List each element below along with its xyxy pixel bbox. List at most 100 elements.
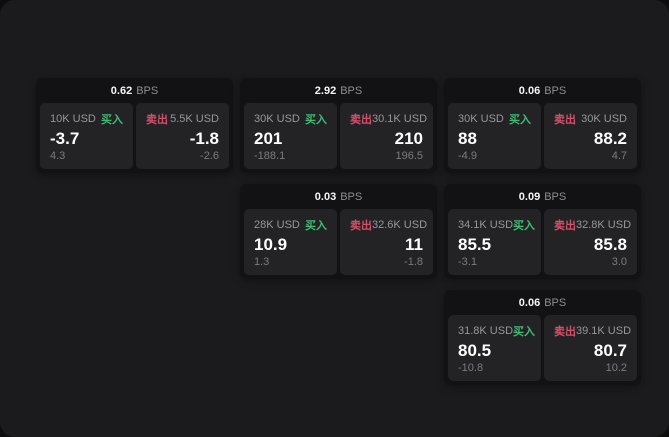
sell-tag: 卖出: [350, 220, 372, 232]
bps-unit-label: BPS: [544, 190, 567, 203]
spread-bps-value: 0.03: [314, 190, 337, 203]
sell-top-row: 卖出 30.1K USD: [350, 111, 427, 127]
quote-card: 0.06 BPS 31.8K USD 买入 80.5 -10.8 卖出 39.1…: [444, 290, 641, 385]
sell-panel[interactable]: 卖出 32.6K USD 11 -1.8: [340, 209, 433, 275]
card-header: 2.92 BPS: [240, 78, 437, 103]
buy-panel[interactable]: 28K USD 买入 10.9 1.3: [244, 209, 337, 275]
buy-panel[interactable]: 30K USD 买入 88 -4.9: [448, 103, 541, 169]
sell-panel[interactable]: 卖出 5.5K USD -1.8 -2.6: [136, 103, 229, 169]
quote-card-grid: 0.62 BPS 10K USD 买入 -3.7 4.3 卖出 5.5K USD…: [36, 78, 641, 385]
spread-bps-value: 0.09: [518, 190, 541, 203]
quote-card: 0.03 BPS 28K USD 买入 10.9 1.3 卖出 32.6K US…: [240, 184, 437, 279]
buy-size-label: 30K USD: [254, 113, 300, 125]
buy-size-label: 28K USD: [254, 219, 300, 231]
card-header: 0.03 BPS: [240, 184, 437, 209]
buy-top-row: 31.8K USD 买入: [458, 323, 535, 339]
card-body: 31.8K USD 买入 80.5 -10.8 卖出 39.1K USD 80.…: [444, 315, 641, 385]
buy-delta: -10.8: [458, 362, 484, 374]
sell-size-label: 32.6K USD: [372, 219, 428, 231]
sell-top-row: 卖出 30K USD: [554, 111, 627, 127]
sell-delta: 4.7: [611, 150, 627, 162]
bps-unit-label: BPS: [340, 190, 363, 203]
card-header: 0.06 BPS: [444, 78, 641, 103]
buy-price: -3.7: [50, 129, 80, 148]
card-header: 0.62 BPS: [36, 78, 233, 103]
card-body: 28K USD 买入 10.9 1.3 卖出 32.6K USD 11 -1.8: [240, 209, 437, 279]
sell-top-row: 卖出 32.8K USD: [554, 217, 631, 233]
sell-price: 85.8: [593, 235, 627, 254]
sell-price: 80.7: [593, 341, 627, 360]
buy-size-label: 30K USD: [458, 113, 504, 125]
card-body: 10K USD 买入 -3.7 4.3 卖出 5.5K USD -1.8 -2.…: [36, 103, 233, 173]
sell-panel[interactable]: 卖出 39.1K USD 80.7 10.2: [544, 315, 637, 381]
bps-unit-label: BPS: [544, 84, 567, 97]
buy-top-row: 10K USD 买入: [50, 111, 123, 127]
sell-size-label: 30.1K USD: [372, 113, 428, 125]
buy-panel[interactable]: 31.8K USD 买入 80.5 -10.8: [448, 315, 541, 381]
quote-card: 0.62 BPS 10K USD 买入 -3.7 4.3 卖出 5.5K USD…: [36, 78, 233, 173]
sell-price: 88.2: [593, 129, 627, 148]
spread-bps-value: 0.06: [518, 296, 541, 309]
sell-size-label: 39.1K USD: [576, 325, 632, 337]
buy-size-label: 31.8K USD: [458, 325, 514, 337]
buy-delta: -4.9: [458, 150, 477, 162]
quote-card: 0.06 BPS 30K USD 买入 88 -4.9 卖出 30K USD 8…: [444, 78, 641, 173]
buy-tag: 买入: [305, 114, 327, 126]
sell-panel[interactable]: 卖出 32.8K USD 85.8 3.0: [544, 209, 637, 275]
card-body: 30K USD 买入 88 -4.9 卖出 30K USD 88.2 4.7: [444, 103, 641, 173]
sell-delta: -1.8: [404, 256, 423, 268]
buy-delta: 4.3: [50, 150, 66, 162]
sell-size-label: 30K USD: [581, 113, 627, 125]
sell-panel[interactable]: 卖出 30K USD 88.2 4.7: [544, 103, 637, 169]
buy-price: 85.5: [458, 235, 492, 254]
quote-card: 0.09 BPS 34.1K USD 买入 85.5 -3.1 卖出 32.8K…: [444, 184, 641, 279]
buy-panel[interactable]: 30K USD 买入 201 -188.1: [244, 103, 337, 169]
card-header: 0.06 BPS: [444, 290, 641, 315]
buy-tag: 买入: [101, 114, 123, 126]
sell-tag: 卖出: [554, 220, 576, 232]
sell-delta: 10.2: [605, 362, 627, 374]
card-body: 30K USD 买入 201 -188.1 卖出 30.1K USD 210 1…: [240, 103, 437, 173]
sell-price: -1.8: [189, 129, 219, 148]
sell-tag: 卖出: [146, 114, 168, 126]
bps-unit-label: BPS: [136, 84, 159, 97]
spread-bps-value: 2.92: [314, 84, 337, 97]
sell-tag: 卖出: [554, 114, 576, 126]
sell-price: 210: [394, 129, 423, 148]
sell-delta: 3.0: [611, 256, 627, 268]
sell-delta: -2.6: [200, 150, 219, 162]
buy-tag: 买入: [509, 114, 531, 126]
buy-price: 88: [458, 129, 477, 148]
card-header: 0.09 BPS: [444, 184, 641, 209]
sell-size-label: 5.5K USD: [170, 113, 219, 125]
buy-price: 10.9: [254, 235, 288, 254]
sell-price: 11: [405, 235, 423, 254]
quote-card: 2.92 BPS 30K USD 买入 201 -188.1 卖出 30.1K …: [240, 78, 437, 173]
buy-delta: 1.3: [254, 256, 270, 268]
buy-price: 80.5: [458, 341, 492, 360]
buy-size-label: 10K USD: [50, 113, 96, 125]
buy-delta: -188.1: [254, 150, 286, 162]
card-body: 34.1K USD 买入 85.5 -3.1 卖出 32.8K USD 85.8…: [444, 209, 641, 279]
spread-bps-value: 0.62: [110, 84, 133, 97]
spread-bps-value: 0.06: [518, 84, 541, 97]
buy-panel[interactable]: 34.1K USD 买入 85.5 -3.1: [448, 209, 541, 275]
sell-top-row: 卖出 5.5K USD: [146, 111, 219, 127]
buy-size-label: 34.1K USD: [458, 219, 514, 231]
buy-price: 201: [254, 129, 283, 148]
buy-tag: 买入: [305, 220, 327, 232]
bps-unit-label: BPS: [340, 84, 363, 97]
sell-tag: 卖出: [350, 114, 372, 126]
sell-delta: 196.5: [395, 150, 423, 162]
buy-delta: -3.1: [458, 256, 477, 268]
buy-top-row: 30K USD 买入: [254, 111, 327, 127]
sell-size-label: 32.8K USD: [576, 219, 632, 231]
buy-tag: 买入: [513, 326, 536, 338]
buy-panel[interactable]: 10K USD 买入 -3.7 4.3: [40, 103, 133, 169]
sell-top-row: 卖出 39.1K USD: [554, 323, 631, 339]
bps-unit-label: BPS: [544, 296, 567, 309]
sell-tag: 卖出: [554, 326, 576, 338]
sell-panel[interactable]: 卖出 30.1K USD 210 196.5: [340, 103, 433, 169]
buy-top-row: 30K USD 买入: [458, 111, 531, 127]
